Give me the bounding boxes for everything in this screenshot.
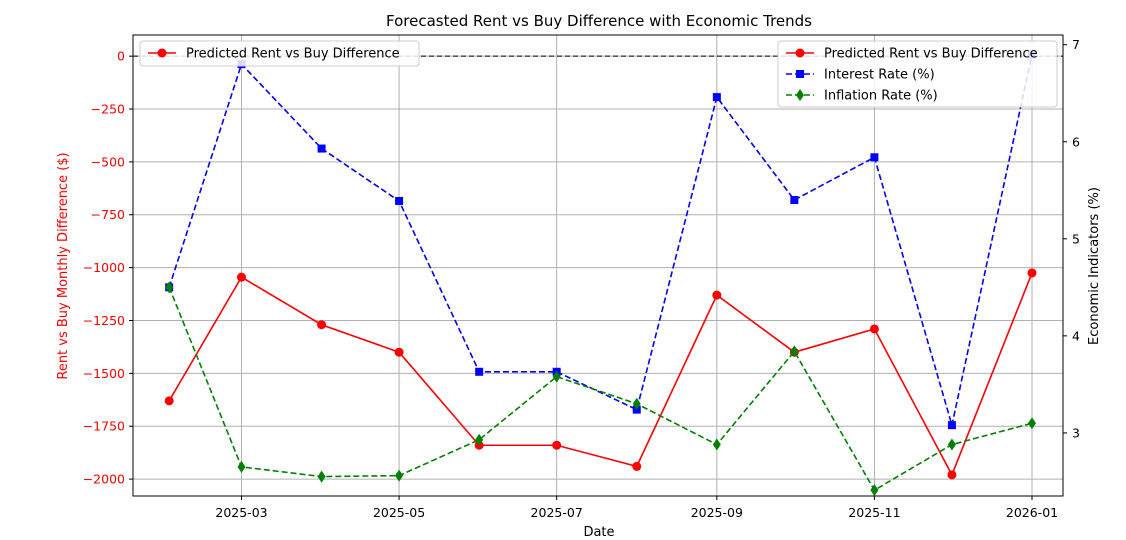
legend-right-entry-0-label: Predicted Rent vs Buy Difference (824, 47, 1038, 62)
series-0-point-2 (317, 320, 327, 330)
y-tick-label-4: −1000 (83, 260, 125, 275)
legend-left-box (139, 40, 420, 67)
series-1-point-4 (475, 367, 484, 376)
y-tick-label-5: −1250 (83, 313, 125, 328)
series-0-point-7 (712, 290, 722, 300)
y-axis-label-left: Rent vs Buy Monthly Difference ($) (56, 152, 71, 379)
y2-tick-label-3: 6 (1072, 134, 1080, 149)
series-0-point-1 (237, 272, 246, 282)
grid (133, 35, 1063, 496)
x-tick-label-3: 2025-09 (691, 505, 743, 520)
series-2-point-5 (552, 370, 561, 383)
legend-right-entry-1: Interest Rate (%) (786, 68, 935, 83)
series-0-point-6 (632, 461, 642, 471)
y2-tick-label-1: 4 (1072, 328, 1080, 343)
series-1-point-2 (317, 144, 326, 153)
series-1-line (168, 54, 1033, 426)
series-layer (164, 50, 1037, 497)
series-0-point-9 (869, 324, 879, 334)
x-axis: 2025-03 2025-05 2025-07 2025-09 2025-11 2026-… (215, 496, 1058, 520)
legend-left: Predicted Rent vs Buy Difference (139, 40, 420, 67)
legend-left-entry-0: Predicted Rent vs Buy Difference (148, 47, 400, 62)
legend-right-entry-1-swatch-marker (796, 70, 804, 78)
x-tick-label-1: 2025-05 (373, 505, 425, 520)
legend-right-box (777, 40, 1058, 108)
series-2-point-9 (870, 484, 879, 497)
series-2-point-6 (632, 397, 641, 410)
y-tick-label-8: −2000 (83, 472, 125, 487)
y-axis-left: 0 −250 −500 −750 −1000 −1250 −1500 −1750 −2000 (83, 49, 133, 487)
series-1-point-10 (947, 421, 956, 430)
series-2-line (168, 287, 1033, 492)
y-tick-label-1: −250 (91, 102, 125, 117)
y-axis-right: 3 4 5 6 7 (1063, 37, 1080, 440)
series-0-point-11 (1027, 268, 1037, 278)
x-tick-label-2: 2025-07 (531, 505, 583, 520)
y2-tick-label-0: 3 (1072, 425, 1080, 440)
legend-right-entry-1-label: Interest Rate (%) (824, 68, 935, 83)
x-axis-label: Date (583, 525, 614, 540)
legend-left-entry-0-swatch-marker (157, 48, 167, 58)
series-2-point-4 (475, 433, 484, 446)
legend-right-entry-2-label: Inflation Rate (%) (824, 89, 938, 104)
y-axis-label-right: Economic Indicators (%) (1087, 187, 1102, 345)
series-2 (165, 281, 1036, 497)
series-0-line (168, 272, 1033, 477)
series-2-point-2 (317, 470, 326, 483)
series-2-point-8 (790, 345, 799, 358)
series-2-point-11 (1028, 417, 1036, 430)
chart-title: Forecasted Rent vs Buy Difference with E… (386, 12, 812, 30)
series-2-point-10 (947, 438, 956, 451)
legends: Predicted Rent vs Buy Difference Predicte… (139, 40, 1058, 108)
series-2-point-7 (712, 438, 721, 451)
x-tick-label-4: 2025-11 (848, 505, 900, 520)
y-tick-label-2: −500 (91, 154, 125, 169)
legend-right: Predicted Rent vs Buy Difference Interest… (777, 40, 1058, 108)
plot-frame (132, 34, 1064, 497)
series-2-point-3 (395, 469, 404, 482)
series-1-point-7 (712, 93, 721, 102)
legend-right-entry-2: Inflation Rate (%) (786, 89, 938, 104)
series-0-point-5 (552, 440, 562, 450)
series-0 (164, 268, 1037, 480)
legend-left-entry-0-label: Predicted Rent vs Buy Difference (186, 47, 400, 62)
series-2-point-0 (165, 281, 174, 294)
series-1-point-8 (790, 195, 799, 204)
y2-tick-label-2: 5 (1072, 231, 1080, 246)
y-tick-label-3: −750 (91, 207, 125, 222)
x-tick-label-5: 2026-01 (1006, 505, 1058, 520)
series-1-point-3 (395, 196, 404, 205)
series-1-point-9 (870, 153, 879, 162)
y-tick-label-0: 0 (117, 49, 125, 64)
series-2-point-1 (237, 460, 246, 473)
legend-right-entry-2-swatch-marker (796, 89, 804, 101)
y-tick-label-7: −1750 (83, 419, 125, 434)
series-0-point-0 (164, 396, 174, 406)
y2-tick-label-4: 7 (1072, 37, 1080, 52)
series-0-point-3 (394, 347, 404, 357)
x-tick-label-0: 2025-03 (215, 505, 267, 520)
legend-right-entry-0: Predicted Rent vs Buy Difference (786, 47, 1038, 62)
legend-right-entry-0-swatch-marker (795, 48, 805, 58)
series-0-point-10 (947, 470, 957, 480)
y-tick-label-6: −1500 (83, 366, 125, 381)
